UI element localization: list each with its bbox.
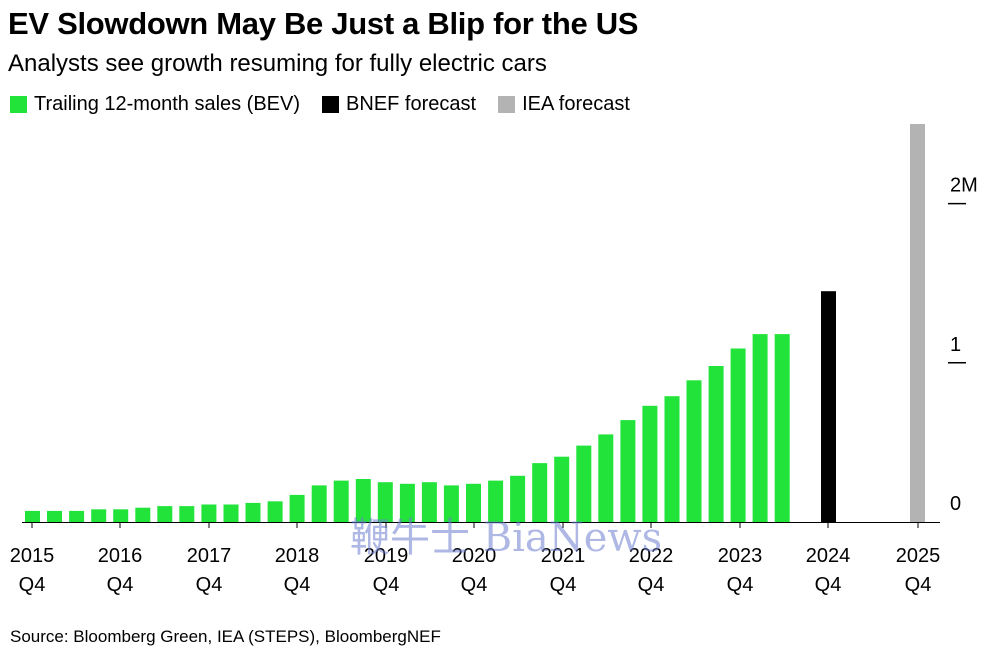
x-tick-label-quarter: Q4 — [107, 574, 134, 596]
x-tick-label-quarter: Q4 — [815, 574, 842, 596]
bev-bar — [289, 494, 305, 522]
legend-label-bnef: BNEF forecast — [346, 93, 477, 115]
x-tick-label-quarter: Q4 — [461, 574, 488, 596]
watermark-logo: 鞭牛士 BiaNews — [350, 515, 663, 561]
bev-bar — [245, 502, 261, 522]
bev-bar — [135, 507, 151, 522]
source-note: Source: Bloomberg Green, IEA (STEPS), Bl… — [10, 627, 441, 646]
x-tick-label-year: 2023 — [718, 545, 763, 567]
bev-bar — [443, 485, 459, 522]
legend-item-bev: Trailing 12-month sales (BEV) — [10, 93, 300, 116]
bev-bar — [730, 348, 746, 522]
legend-item-bnef: BNEF forecast — [322, 93, 476, 116]
bev-bar — [223, 504, 239, 522]
bev-bar — [91, 509, 107, 522]
legend-label-iea: IEA forecast — [522, 93, 630, 115]
y-tick-label: 2M — [950, 175, 978, 197]
chart-title: EV Slowdown May Be Just a Blip for the U… — [8, 6, 639, 41]
bev-bar — [69, 510, 85, 522]
bev-bar — [333, 480, 349, 522]
bev-bar — [774, 334, 790, 522]
bev-bar — [157, 506, 173, 522]
x-tick-label-year: 2021 — [541, 545, 586, 567]
bev-bar — [355, 479, 371, 522]
bev-bar — [399, 483, 415, 522]
bev-bar — [488, 480, 504, 522]
bev-bar — [598, 434, 614, 522]
x-tick-label-quarter: Q4 — [550, 574, 577, 596]
bev-bar — [179, 506, 195, 522]
bev-bar — [25, 510, 40, 522]
x-tick-label-year: 2019 — [364, 545, 409, 567]
y-tick-label: 0 — [950, 493, 961, 515]
x-tick-label-quarter: Q4 — [727, 574, 754, 596]
bev-bar — [510, 475, 526, 522]
x-tick-label-year: 2017 — [187, 545, 232, 567]
bev-bar — [267, 501, 283, 522]
x-tick-label-year: 2025 — [896, 545, 941, 567]
x-tick-label-quarter: Q4 — [196, 574, 223, 596]
x-tick-label-year: 2015 — [10, 545, 55, 567]
bev-bar — [708, 366, 724, 522]
bev-bar — [421, 482, 437, 522]
bev-bar — [532, 463, 548, 522]
x-tick-label-year: 2022 — [629, 545, 674, 567]
x-tick-label-year: 2018 — [275, 545, 320, 567]
iea-forecast-bar — [910, 124, 925, 522]
legend: Trailing 12-month sales (BEV) BNEF forec… — [10, 93, 652, 116]
bev-bar — [554, 456, 570, 522]
bnef-forecast-bar — [821, 291, 836, 522]
bev-bar — [113, 509, 129, 522]
legend-label-bev: Trailing 12-month sales (BEV) — [34, 93, 301, 115]
legend-item-iea: IEA forecast — [498, 93, 630, 116]
x-tick-label-quarter: Q4 — [19, 574, 46, 596]
x-tick-label-year: 2016 — [98, 545, 143, 567]
y-tick-label: 1 — [950, 334, 961, 356]
legend-swatch-iea — [498, 96, 516, 113]
bev-bar — [466, 483, 481, 522]
bev-bar — [686, 380, 702, 522]
bev-bar — [576, 445, 592, 522]
bev-bar — [47, 510, 62, 522]
bev-bar — [642, 405, 658, 522]
bev-bar — [201, 504, 217, 522]
x-tick-label-quarter: Q4 — [373, 574, 400, 596]
x-tick-label-quarter: Q4 — [638, 574, 665, 596]
bar-chart: 0 1 2M 2015 Q4 2016 Q4 2017 Q4 2018 Q4 2019 Q4 2020 Q4… — [10, 124, 978, 596]
x-tick-label-quarter: Q4 — [905, 574, 932, 596]
bev-bar — [377, 482, 393, 522]
x-tick-label-year: 2024 — [806, 545, 851, 567]
legend-swatch-bev — [10, 96, 27, 113]
x-tick-label-year: 2020 — [452, 545, 497, 567]
bev-bar — [620, 420, 636, 522]
bev-bar — [752, 334, 768, 522]
bev-bar — [311, 485, 327, 522]
chart-subtitle: Analysts see growth resuming for fully e… — [8, 50, 547, 77]
bev-bar — [664, 396, 680, 522]
x-tick-label-quarter: Q4 — [284, 574, 311, 596]
legend-swatch-bnef — [322, 96, 340, 113]
